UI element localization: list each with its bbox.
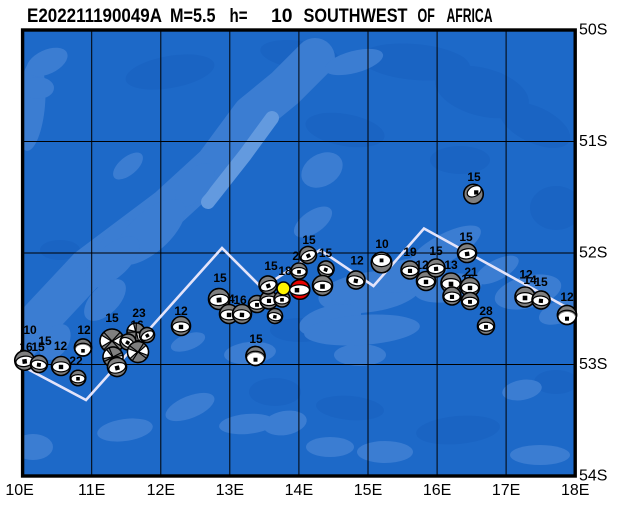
svg-text:16: 16: [233, 293, 247, 307]
svg-text:15: 15: [459, 230, 473, 244]
svg-text:23: 23: [132, 306, 146, 320]
svg-text:OF: OF: [418, 6, 435, 27]
svg-text:h=: h=: [230, 6, 248, 27]
svg-text:53S: 53S: [579, 356, 607, 373]
svg-text:15E: 15E: [354, 482, 382, 499]
svg-text:10: 10: [375, 237, 389, 251]
svg-text:12: 12: [77, 323, 91, 337]
svg-text:15: 15: [467, 170, 481, 184]
svg-text:54S: 54S: [579, 468, 607, 485]
svg-text:15: 15: [213, 271, 227, 285]
svg-text:15: 15: [249, 332, 263, 346]
svg-text:15: 15: [534, 275, 548, 289]
svg-text:12: 12: [519, 268, 533, 282]
svg-text:14E: 14E: [285, 482, 313, 499]
svg-text:18E: 18E: [561, 482, 589, 499]
svg-text:12: 12: [174, 304, 188, 318]
svg-text:14: 14: [523, 273, 537, 287]
svg-text:21: 21: [464, 265, 478, 279]
svg-text:E202211190049A: E202211190049A: [27, 6, 162, 27]
svg-text:28: 28: [479, 304, 493, 318]
svg-text:AFRICA: AFRICA: [447, 6, 493, 27]
svg-text:12: 12: [560, 290, 574, 304]
svg-text:10: 10: [23, 323, 37, 337]
svg-text:15: 15: [105, 311, 119, 325]
svg-text:18: 18: [278, 264, 292, 278]
svg-text:11E: 11E: [78, 482, 105, 499]
svg-text:10: 10: [271, 6, 293, 27]
svg-text:12: 12: [350, 254, 364, 268]
svg-text:15: 15: [429, 244, 443, 258]
svg-text:50S: 50S: [579, 22, 607, 39]
svg-text:52S: 52S: [579, 245, 607, 262]
svg-text:15: 15: [264, 259, 278, 273]
svg-text:22: 22: [69, 354, 83, 368]
svg-text:19: 19: [403, 245, 417, 259]
svg-text:10E: 10E: [5, 482, 33, 499]
svg-text:15: 15: [319, 246, 333, 260]
svg-text:15: 15: [31, 340, 45, 354]
svg-text:SOUTHWEST: SOUTHWEST: [304, 6, 408, 27]
svg-text:12E: 12E: [147, 482, 175, 499]
svg-text:15: 15: [38, 334, 52, 348]
svg-text:13: 13: [444, 258, 458, 272]
svg-text:16E: 16E: [423, 482, 451, 499]
svg-text:12: 12: [54, 339, 68, 353]
svg-text:M=5.5: M=5.5: [170, 6, 216, 27]
svg-text:17E: 17E: [492, 482, 520, 499]
svg-text:13E: 13E: [216, 482, 244, 499]
svg-text:51S: 51S: [579, 133, 607, 150]
svg-text:15: 15: [302, 233, 316, 247]
